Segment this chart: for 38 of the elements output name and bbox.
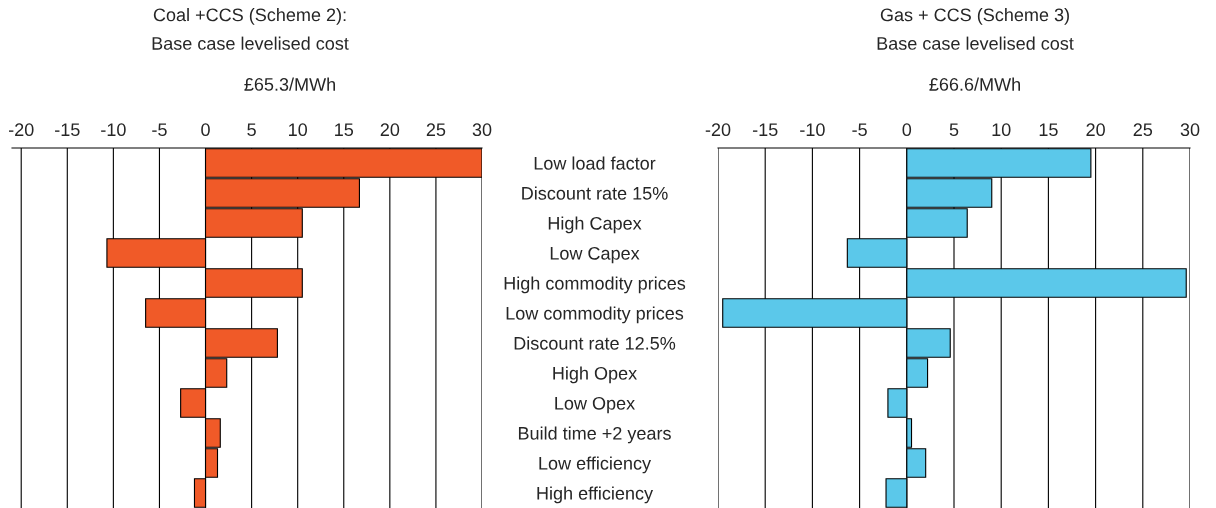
x-tick-label: -5 xyxy=(152,123,167,137)
x-tick-label: -5 xyxy=(852,123,867,137)
y-tick-label: High Capex xyxy=(548,216,642,234)
x-tick-label: -20 xyxy=(8,123,34,137)
x-tick-label: 5 xyxy=(949,123,959,137)
x-tick-label: 25 xyxy=(1133,123,1153,137)
y-tick-label: Low Capex xyxy=(550,246,640,264)
x-tick-label: -15 xyxy=(752,123,778,137)
x-tick-label: 10 xyxy=(992,123,1011,137)
y-tick-label: High efficiency xyxy=(537,486,654,504)
y-tick-label: Low load factor xyxy=(534,156,656,170)
x-tick-label: 15 xyxy=(335,123,354,137)
y-tick-label: Discount rate 12.5% xyxy=(514,336,676,350)
chart-subtitle: £66.6/MWh xyxy=(929,77,1020,91)
y-tick-label: High commodity prices xyxy=(504,276,686,294)
x-tick-label: -20 xyxy=(705,123,731,137)
x-tick-label: -15 xyxy=(55,123,80,137)
y-tick-label: Low efficiency xyxy=(539,456,652,474)
x-tick-label: 20 xyxy=(380,123,400,137)
x-tick-label: 5 xyxy=(247,123,256,137)
y-tick-label: Build time +2 years xyxy=(518,426,671,444)
x-tick-label: 25 xyxy=(426,123,446,137)
x-tick-label: 30 xyxy=(472,123,492,137)
x-tick-label: 0 xyxy=(201,123,210,137)
x-tick-label: 0 xyxy=(902,123,912,137)
x-tick-label: 10 xyxy=(289,123,308,137)
x-tick-label: 20 xyxy=(1086,123,1105,137)
y-tick-label: High Opex xyxy=(553,366,637,384)
x-tick-label: 30 xyxy=(1180,123,1200,137)
x-tick-label: -10 xyxy=(800,123,825,137)
chart-subtitle: £65.3/MWh xyxy=(244,77,335,91)
y-tick-label: Discount rate 15% xyxy=(522,186,668,200)
chart-title: Coal +CCS (Scheme 2): Base case levelised cost xyxy=(152,8,349,50)
chart-title: Gas + CCS (Scheme 3) Base case levelised cost xyxy=(877,8,1074,50)
y-tick-label: Low Opex xyxy=(555,396,635,414)
x-tick-label: -10 xyxy=(101,123,126,137)
y-tick-label: Low commodity prices xyxy=(506,306,684,324)
x-tick-label: 15 xyxy=(1039,123,1058,137)
